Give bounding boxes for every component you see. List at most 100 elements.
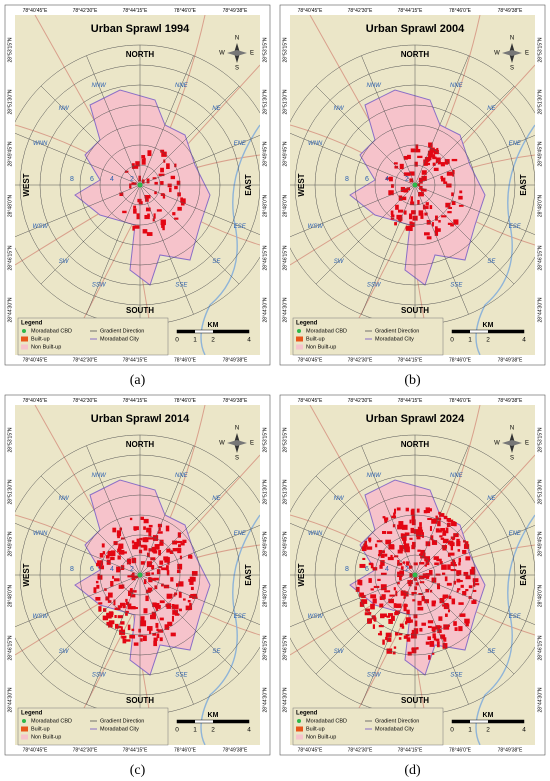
lat-label: 28°49'45"N (282, 141, 288, 166)
built-up-patch (172, 610, 178, 615)
built-up-patch (121, 584, 125, 589)
built-up-patch (393, 162, 398, 165)
built-up-patch (174, 163, 177, 168)
built-up-patch (141, 158, 146, 165)
built-up-patch (474, 583, 480, 586)
lat-label: 28°46'15"N (282, 635, 288, 660)
built-up-patch (157, 523, 162, 528)
built-up-patch (385, 177, 389, 180)
built-up-patch (397, 524, 403, 530)
scale-tick: 4 (522, 337, 526, 344)
built-up-patch (362, 557, 366, 560)
built-up-patch (453, 219, 459, 225)
lat-label: 28°51'30"N (262, 479, 268, 504)
gradient-direction (414, 574, 469, 705)
ring-label: 8 (70, 566, 74, 573)
built-up-patch (398, 633, 403, 636)
legend-item: Moradabad City (100, 726, 139, 732)
lon-label: 78°42'30"E (348, 398, 373, 404)
built-up-patch (424, 599, 429, 604)
lon-label: 78°44'15"E (123, 8, 148, 14)
built-up-patch (427, 636, 431, 641)
built-up-patch (442, 643, 448, 649)
built-up-patch (417, 549, 421, 552)
built-up-patch (180, 197, 184, 203)
built-up-patch (403, 604, 408, 607)
scale-tick: 1 (193, 337, 197, 344)
built-up-patch (431, 577, 437, 583)
built-up-patch (386, 531, 393, 534)
lat-label: 28°46'15"N (7, 635, 13, 660)
built-up-patch (117, 615, 124, 619)
ring-label: 2 (405, 176, 409, 183)
built-up-patch (359, 592, 364, 597)
built-up-patch (388, 618, 393, 624)
gradient-direction (15, 522, 141, 576)
legend-item: Built-up (31, 726, 50, 732)
gradient-direction (86, 184, 141, 315)
built-up-patch (454, 627, 458, 631)
built-up-patch (419, 627, 423, 632)
lon-label: 78°46'0"E (449, 398, 472, 404)
built-up-patch (355, 586, 360, 592)
lat-label: 28°51'30"N (7, 89, 13, 114)
built-up-patch (424, 232, 430, 236)
built-up-patch (407, 154, 411, 160)
built-up-patch (131, 540, 135, 544)
built-up-patch (359, 579, 363, 586)
built-up-patch (148, 530, 152, 537)
built-up-patch (125, 598, 128, 602)
sector-label: SW (59, 649, 70, 655)
lon-label: 78°42'30"E (348, 747, 373, 753)
built-up-patch (172, 548, 178, 552)
built-up-patch (458, 626, 463, 632)
lat-label: 28°49'45"N (262, 141, 268, 166)
map-panel: NNENEENEESESESSESSWSWWSWWNNNWNNW2468Urba… (279, 4, 546, 366)
built-up-patch (378, 624, 384, 628)
built-up-patch (412, 599, 416, 602)
built-up-patch (418, 553, 425, 556)
built-up-patch (178, 581, 184, 587)
built-up-patch (182, 539, 187, 544)
built-up-patch (126, 601, 130, 606)
built-up-patch (133, 205, 137, 209)
scale-bar (452, 720, 470, 723)
gradient-direction (40, 85, 141, 186)
lon-label: 78°46'0"E (174, 747, 197, 753)
built-up-patch (137, 198, 142, 203)
river (475, 514, 535, 745)
ring-label: 6 (365, 566, 369, 573)
built-up-patch (365, 608, 370, 612)
built-up-patch (394, 222, 398, 226)
built-up-patch (447, 211, 452, 214)
built-up-patch (468, 596, 472, 599)
lat-label: 28°49'45"N (7, 141, 13, 166)
lon-label: 78°42'30"E (73, 398, 98, 404)
gradient-direction (139, 574, 194, 705)
built-up-patch (132, 165, 139, 169)
lat-label: 28°48'0"N (282, 584, 288, 607)
built-up-patch (432, 633, 436, 639)
built-up-patch (176, 583, 179, 587)
lat-label: 28°48'0"N (537, 194, 543, 217)
built-up-patch (440, 527, 445, 531)
built-up-patch (385, 632, 392, 638)
legend-title: Legend (296, 321, 318, 327)
built-up-patch (191, 576, 196, 582)
built-up-patch (364, 612, 371, 616)
built-up-patch (165, 525, 170, 532)
built-up-patch (174, 185, 178, 190)
built-up-patch (383, 517, 389, 521)
lon-label: 78°46'0"E (174, 398, 197, 404)
built-up-patch (176, 547, 182, 551)
compass-label: W (219, 51, 225, 57)
sector-label: SSE (450, 672, 463, 678)
built-up-patch (120, 621, 125, 625)
built-up-patch (399, 548, 404, 552)
built-up-patch (122, 605, 126, 609)
built-up-patch (368, 578, 372, 583)
built-up-patch (399, 623, 404, 628)
built-up-patch (447, 552, 451, 557)
built-up-patch (392, 651, 396, 655)
legend-swatch (22, 329, 26, 333)
